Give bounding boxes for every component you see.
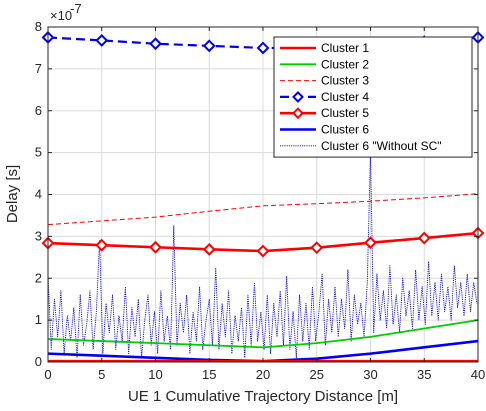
legend-label: Cluster 2 bbox=[321, 57, 369, 71]
x-tick-label: 5 bbox=[98, 367, 105, 382]
series-cluster-2 bbox=[47, 319, 479, 349]
x-tick-label: 25 bbox=[310, 367, 324, 382]
y-tick-label: 2 bbox=[35, 270, 42, 285]
legend-label: Cluster 4 bbox=[321, 90, 369, 104]
data-point-cluster-4 bbox=[202, 39, 216, 53]
data-point-cluster-5 bbox=[202, 242, 216, 256]
legend-entry: Cluster 5 bbox=[280, 106, 369, 120]
legend-label: Cluster 5 bbox=[321, 106, 369, 120]
legend-label: Cluster 6 "Without SC" bbox=[321, 139, 442, 153]
data-point-cluster-5 bbox=[149, 240, 162, 254]
y-tick-label: 1 bbox=[35, 312, 42, 327]
data-point-cluster-5 bbox=[310, 241, 324, 255]
legend-entry: Cluster 4 bbox=[280, 90, 369, 104]
y-axis-label: Delay [s] bbox=[4, 165, 21, 223]
x-axis-label: UE 1 Cumulative Trajectory Distance [m] bbox=[128, 388, 398, 405]
data-point-cluster-5 bbox=[364, 236, 377, 250]
legend-marker bbox=[292, 107, 304, 120]
legend: Cluster 1 Cluster 2 Cluster 3 Cluster 4 Clus… bbox=[273, 36, 473, 158]
data-point-cluster-5 bbox=[417, 231, 431, 245]
y-tick-label: 6 bbox=[35, 103, 42, 118]
data-point-cluster-5 bbox=[256, 244, 270, 258]
ticks: 0 5 10 15 20 25 30 35 40 0 1 2 3 4 5 6 7 8 bbox=[35, 19, 485, 382]
legend-entry: Cluster 6 "Without SC" bbox=[280, 139, 442, 153]
legend-label: Cluster 3 bbox=[321, 74, 369, 88]
legend-marker bbox=[292, 90, 304, 103]
y-tick-label: 5 bbox=[35, 145, 42, 160]
x-tick-label: 20 bbox=[256, 367, 270, 382]
x-tick-label: 0 bbox=[44, 367, 51, 382]
x-tick-label: 15 bbox=[202, 367, 216, 382]
x-tick-label: 40 bbox=[471, 367, 485, 382]
data-point-cluster-4 bbox=[256, 41, 270, 55]
legend-entry: Cluster 6 bbox=[280, 123, 369, 137]
y-tick-label: 0 bbox=[35, 354, 42, 369]
legend-label: Cluster 1 bbox=[321, 41, 369, 55]
y-exponent-base: ×10 bbox=[50, 8, 72, 23]
series-line-cluster-2 bbox=[47, 319, 479, 349]
series-line-cluster-6-without-sc bbox=[47, 152, 478, 359]
x-tick-label: 10 bbox=[148, 367, 162, 382]
legend-entry: Cluster 1 bbox=[280, 41, 369, 55]
legend-label: Cluster 6 bbox=[321, 123, 369, 137]
legend-entry: Cluster 2 bbox=[280, 57, 369, 71]
y-tick-label: 4 bbox=[35, 187, 42, 202]
y-exponent-power: -7 bbox=[70, 1, 82, 16]
x-tick-label: 35 bbox=[417, 367, 431, 382]
legend-entry: Cluster 3 bbox=[280, 74, 369, 88]
data-point-cluster-4 bbox=[149, 37, 162, 51]
series-cluster-5 bbox=[41, 226, 485, 258]
y-tick-label: 8 bbox=[35, 19, 42, 34]
y-tick-label: 7 bbox=[35, 61, 42, 76]
x-tick-label: 30 bbox=[363, 367, 377, 382]
data-point-cluster-4 bbox=[95, 33, 109, 47]
y-tick-label: 3 bbox=[35, 228, 42, 243]
data-point-cluster-5 bbox=[95, 238, 109, 252]
series-cluster-6-without-sc bbox=[47, 152, 478, 359]
legend-box bbox=[273, 36, 473, 158]
